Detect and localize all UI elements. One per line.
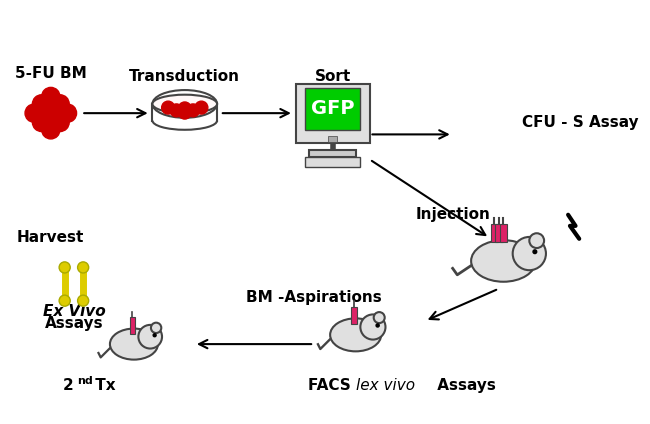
Circle shape (533, 250, 537, 254)
Circle shape (178, 106, 191, 119)
FancyBboxPatch shape (309, 150, 356, 157)
Circle shape (59, 262, 70, 273)
FancyBboxPatch shape (495, 224, 502, 243)
Text: CFU - S Assay: CFU - S Assay (522, 115, 638, 130)
Circle shape (170, 104, 183, 117)
Circle shape (42, 87, 60, 106)
Circle shape (178, 102, 191, 115)
Text: Harvest: Harvest (17, 230, 84, 245)
Circle shape (25, 104, 44, 122)
FancyBboxPatch shape (500, 224, 507, 243)
Ellipse shape (471, 240, 536, 282)
Ellipse shape (152, 95, 217, 113)
Circle shape (77, 295, 88, 306)
Circle shape (360, 315, 385, 340)
Text: FACS: FACS (307, 378, 356, 393)
Circle shape (58, 104, 77, 122)
Text: 5-FU BM: 5-FU BM (15, 66, 86, 81)
Text: Sort: Sort (315, 69, 351, 84)
Text: Transduction: Transduction (129, 69, 240, 84)
Circle shape (195, 101, 208, 114)
Circle shape (162, 101, 175, 114)
Circle shape (42, 121, 60, 139)
Text: Ex Vivo: Ex Vivo (42, 304, 105, 319)
Ellipse shape (330, 318, 381, 351)
Text: Assays: Assays (45, 316, 103, 331)
Circle shape (42, 104, 60, 122)
Circle shape (77, 262, 88, 273)
Text: nd: nd (77, 376, 92, 386)
FancyBboxPatch shape (491, 224, 498, 243)
Text: Assays: Assays (432, 378, 496, 393)
Text: Injection: Injection (415, 207, 490, 222)
FancyBboxPatch shape (351, 307, 358, 324)
Circle shape (153, 334, 156, 337)
Circle shape (51, 95, 69, 113)
Circle shape (59, 295, 70, 306)
Ellipse shape (110, 329, 158, 360)
FancyBboxPatch shape (129, 318, 135, 334)
Text: BM -Aspirations: BM -Aspirations (246, 290, 382, 305)
Circle shape (513, 237, 546, 270)
Circle shape (376, 324, 379, 327)
FancyBboxPatch shape (305, 157, 360, 167)
Text: 2: 2 (63, 378, 74, 393)
Circle shape (529, 233, 544, 248)
Text: Tx: Tx (90, 378, 115, 393)
Circle shape (51, 113, 69, 131)
FancyBboxPatch shape (328, 136, 337, 142)
Text: lex vivo: lex vivo (356, 378, 415, 393)
Circle shape (374, 312, 385, 323)
Circle shape (138, 325, 162, 349)
Circle shape (151, 323, 161, 333)
Text: GFP: GFP (311, 99, 354, 118)
FancyBboxPatch shape (296, 84, 369, 143)
Circle shape (32, 95, 51, 113)
FancyBboxPatch shape (305, 88, 360, 130)
Circle shape (187, 104, 200, 117)
Circle shape (32, 113, 51, 131)
